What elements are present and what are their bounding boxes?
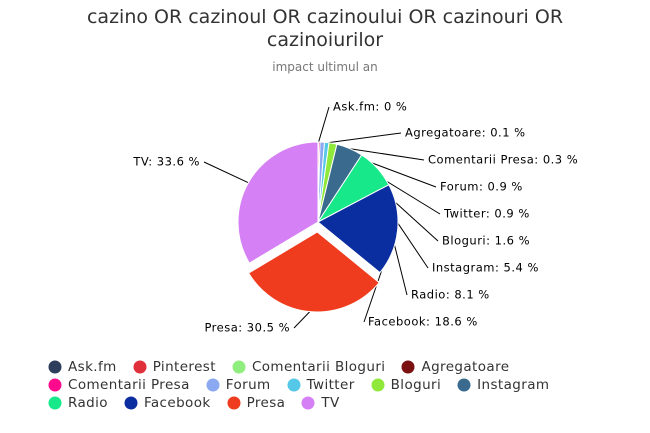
data-label: Comentarii Presa: 0.3 % (428, 153, 578, 167)
legend-item[interactable]: Comentarii Presa (48, 376, 190, 394)
legend-marker (287, 378, 301, 392)
legend-item[interactable]: Twitter (287, 376, 355, 394)
legend-label: Pinterest (152, 359, 216, 375)
data-label: Agregatoare: 0.1 % (405, 126, 526, 140)
label-connector (293, 309, 313, 329)
legend-label: Facebook (143, 395, 211, 411)
legend-marker (227, 396, 241, 410)
data-label: Ask.fm: 0 % (333, 100, 407, 114)
data-label: Twitter: 0.9 % (443, 207, 530, 221)
legend-marker-box (227, 396, 241, 410)
legend-item[interactable]: TV (301, 394, 339, 412)
chart-subtitle: impact ultimul an (272, 60, 378, 74)
legend-item[interactable]: Radio (48, 394, 108, 412)
legend-label: Bloguri (390, 377, 442, 393)
legend-item[interactable]: Presa (227, 394, 286, 412)
legend-marker (371, 378, 385, 392)
legend: Ask.fm Pinterest Comentarii Bloguri Agregat… (48, 358, 618, 412)
label-connector (318, 132, 402, 145)
legend-label: Comentarii Bloguri (251, 359, 386, 375)
legend-label: Radio (68, 395, 108, 411)
legend-label: Forum (225, 377, 271, 393)
legend-marker (301, 396, 315, 410)
legend-marker (48, 378, 62, 392)
legend-label: Agregatoare (421, 359, 510, 375)
legend-marker (206, 378, 220, 392)
legend-marker (457, 378, 471, 392)
legend-marker-box (371, 378, 385, 392)
legend-label: Ask.fm (68, 359, 117, 375)
legend-marker-box (301, 396, 315, 410)
legend-marker (401, 360, 415, 374)
pie-slice (317, 184, 399, 274)
legend-label: Presa (246, 395, 286, 411)
legend-item[interactable]: Bloguri (371, 376, 442, 394)
data-label: Facebook: 18.6 % (368, 315, 478, 329)
legend-marker (133, 360, 147, 374)
legend-item[interactable]: Facebook (124, 394, 211, 412)
legend-marker-box (401, 360, 415, 374)
chart-title: cazino OR cazinoul OR cazinoului OR cazi… (86, 6, 564, 51)
legend-label: Twitter (306, 377, 355, 393)
legend-item[interactable]: Ask.fm (48, 358, 117, 376)
legend-item[interactable]: Instagram (457, 376, 549, 394)
legend-item[interactable]: Pinterest (133, 358, 216, 376)
legend-marker (124, 396, 138, 410)
legend-item[interactable]: Agregatoare (401, 358, 509, 376)
legend-marker (232, 360, 246, 374)
data-label: Forum: 0.9 % (440, 180, 523, 194)
data-label: TV: 33.6 % (132, 155, 200, 169)
data-label: Radio: 8.1 % (411, 288, 490, 302)
legend-item[interactable]: Forum (206, 376, 271, 394)
legend-marker (48, 396, 62, 410)
legend-marker-box (48, 378, 62, 392)
legend-label: Instagram (477, 377, 550, 393)
legend-marker-box (457, 378, 471, 392)
legend-marker (48, 360, 62, 374)
pie-slice (247, 231, 380, 313)
pie-chart: Ask.fm: 0 % Agregatoare: 0.1 % Comentarii … (132, 100, 578, 335)
pie-slice (237, 141, 319, 264)
legend-label: TV (321, 395, 340, 411)
label-connector (317, 106, 330, 145)
legend-marker-box (287, 378, 301, 392)
legend-item[interactable]: Comentarii Bloguri (232, 358, 386, 376)
legend-marker-box (124, 396, 138, 410)
legend-marker-box (48, 396, 62, 410)
legend-marker-box (133, 360, 147, 374)
data-label: Bloguri: 1.6 % (442, 234, 530, 248)
legend-label: Comentarii Presa (68, 377, 190, 393)
legend-marker-box (206, 378, 220, 392)
label-connector (203, 161, 251, 185)
data-label: Instagram: 5.4 % (432, 261, 539, 275)
legend-marker-box (48, 360, 62, 374)
legend-marker-box (232, 360, 246, 374)
data-label: Presa: 30.5 % (204, 321, 290, 335)
